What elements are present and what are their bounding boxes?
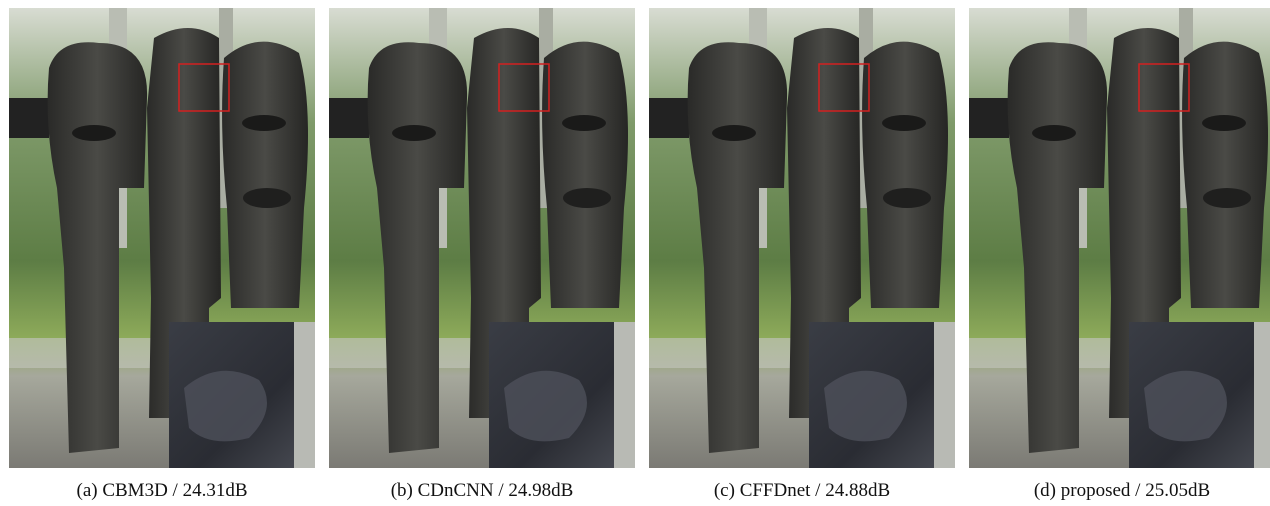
image-caption: (d) proposed / 25.05dB bbox=[969, 480, 1270, 502]
result-image bbox=[329, 8, 635, 468]
figure-page: (a) CBM3D / 24.31dB (b) CDnCNN / 24.98dB… bbox=[0, 0, 1270, 506]
result-image bbox=[9, 8, 315, 468]
result-image bbox=[969, 8, 1270, 468]
image-caption: (c) CFFDnet / 24.88dB bbox=[649, 480, 955, 502]
image-caption: (a) CBM3D / 24.31dB bbox=[9, 480, 315, 502]
result-image bbox=[649, 8, 955, 468]
image-caption: (b) CDnCNN / 24.98dB bbox=[329, 480, 635, 502]
